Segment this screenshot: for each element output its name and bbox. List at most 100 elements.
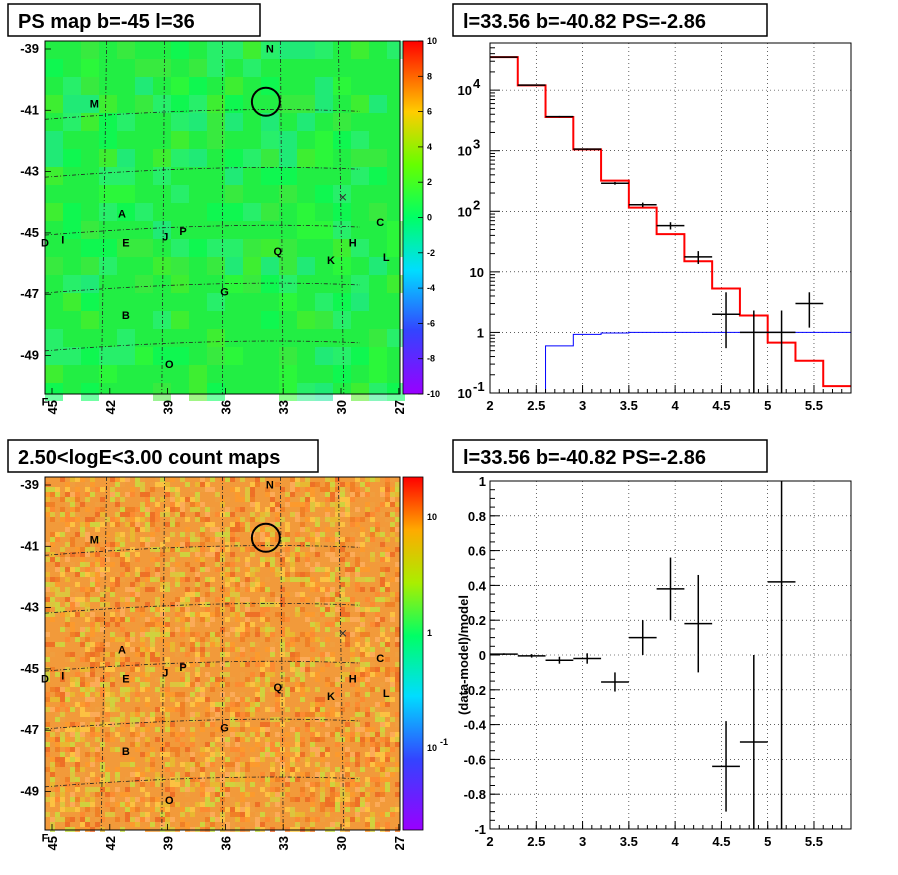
map-pixel <box>290 672 295 677</box>
map-pixel <box>185 502 190 507</box>
map-pixel <box>115 732 120 737</box>
map-pixel <box>185 552 190 557</box>
map-pixel <box>80 562 85 567</box>
map-pixel <box>90 557 95 562</box>
map-pixel <box>190 697 195 702</box>
map-pixel <box>140 787 145 792</box>
map-pixel <box>315 41 333 59</box>
map-pixel <box>285 547 290 552</box>
map-pixel <box>290 637 295 642</box>
map-pixel <box>280 777 285 782</box>
map-pixel <box>90 622 95 627</box>
map-pixel <box>305 582 310 587</box>
map-pixel <box>150 652 155 657</box>
map-pixel <box>340 792 345 797</box>
map-pixel <box>95 512 100 517</box>
map-pixel <box>80 587 85 592</box>
map-pixel <box>115 717 120 722</box>
map-pixel <box>70 552 75 557</box>
map-pixel <box>300 752 305 757</box>
map-pixel <box>335 767 340 772</box>
map-pixel <box>135 607 140 612</box>
map-pixel <box>335 562 340 567</box>
map-pixel <box>387 239 405 257</box>
map-pixel <box>45 502 50 507</box>
map-pixel <box>230 647 235 652</box>
map-pixel <box>120 512 125 517</box>
map-pixel <box>55 737 60 742</box>
map-pixel <box>265 627 270 632</box>
map-pixel <box>90 682 95 687</box>
map-pixel <box>265 622 270 627</box>
map-pixel <box>140 637 145 642</box>
map-pixel <box>230 572 235 577</box>
map-pixel <box>120 597 125 602</box>
map-pixel <box>75 492 80 497</box>
residual-point <box>628 620 657 655</box>
map-pixel <box>55 602 60 607</box>
map-pixel <box>150 797 155 802</box>
map-pixel <box>110 522 115 527</box>
map-pixel <box>200 797 205 802</box>
region-label: A <box>118 209 126 221</box>
map-pixel <box>75 757 80 762</box>
map-pixel <box>235 602 240 607</box>
map-pixel <box>290 557 295 562</box>
y-tick-exponent: 3 <box>473 137 480 152</box>
map-pixel <box>365 542 370 547</box>
map-pixel <box>395 632 400 637</box>
map-pixel <box>210 822 215 827</box>
map-pixel <box>100 557 105 562</box>
map-pixel <box>115 572 120 577</box>
map-pixel <box>315 567 320 572</box>
map-pixel <box>150 487 155 492</box>
map-pixel <box>200 752 205 757</box>
map-pixel <box>245 712 250 717</box>
map-pixel <box>365 677 370 682</box>
region-label: L <box>383 252 390 264</box>
map-pixel <box>55 532 60 537</box>
map-pixel <box>70 562 75 567</box>
map-pixel <box>350 777 355 782</box>
map-pixel <box>70 682 75 687</box>
map-pixel <box>140 797 145 802</box>
map-pixel <box>50 537 55 542</box>
map-pixel <box>207 59 225 77</box>
map-pixel <box>230 817 235 822</box>
map-pixel <box>270 502 275 507</box>
map-pixel <box>200 722 205 727</box>
map-pixel <box>230 777 235 782</box>
map-pixel <box>160 802 165 807</box>
map-pixel <box>70 517 75 522</box>
map-pixel <box>95 682 100 687</box>
map-pixel <box>150 712 155 717</box>
map-pixel <box>275 572 280 577</box>
map-pixel <box>70 657 75 662</box>
map-pixel <box>60 672 65 677</box>
map-pixel <box>120 657 125 662</box>
map-pixel <box>145 737 150 742</box>
map-pixel <box>380 627 385 632</box>
map-pixel <box>369 347 387 365</box>
map-pixel <box>75 722 80 727</box>
map-pixel <box>185 607 190 612</box>
map-pixel <box>240 812 245 817</box>
map-pixel <box>335 607 340 612</box>
map-pixel <box>200 647 205 652</box>
map-pixel <box>365 802 370 807</box>
map-pixel <box>70 677 75 682</box>
map-pixel <box>115 502 120 507</box>
map-pixel <box>190 502 195 507</box>
map-pixel <box>325 482 330 487</box>
map-pixel <box>365 722 370 727</box>
colorbar-tick-label: 10 <box>427 743 437 753</box>
map-pixel <box>245 697 250 702</box>
map-pixel <box>275 567 280 572</box>
map-pixel <box>75 752 80 757</box>
map-pixel <box>100 657 105 662</box>
map-pixel <box>85 682 90 687</box>
map-pixel <box>115 697 120 702</box>
map-pixel <box>70 542 75 547</box>
map-pixel <box>325 622 330 627</box>
map-pixel <box>370 667 375 672</box>
